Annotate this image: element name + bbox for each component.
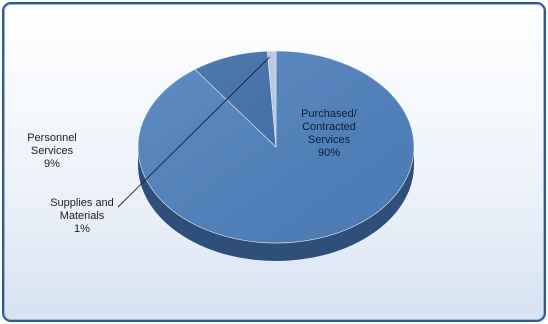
pie-top-sheen	[138, 51, 414, 243]
pie-labels: Purchased/ContractedServices90%Personnel…	[27, 56, 358, 235]
leader-line-supplies-and-materials	[117, 56, 270, 208]
pie-side-purchased-contracted-services	[138, 147, 414, 261]
pie-tops	[137, 50, 415, 244]
data-label-text: Purchased/	[301, 108, 358, 120]
data-label-text: Materials	[60, 210, 105, 222]
pie-sides	[138, 147, 414, 261]
data-label-text: Contracted	[302, 121, 356, 133]
data-label-text: Services	[31, 145, 74, 157]
data-label-text: Supplies and	[50, 197, 114, 209]
data-label-percent: 9%	[44, 158, 60, 170]
data-label-percent: 1%	[74, 223, 90, 235]
data-label-text: Services	[308, 134, 351, 146]
data-label-text: Personnel	[27, 132, 77, 144]
data-label-percent: 90%	[318, 147, 340, 159]
